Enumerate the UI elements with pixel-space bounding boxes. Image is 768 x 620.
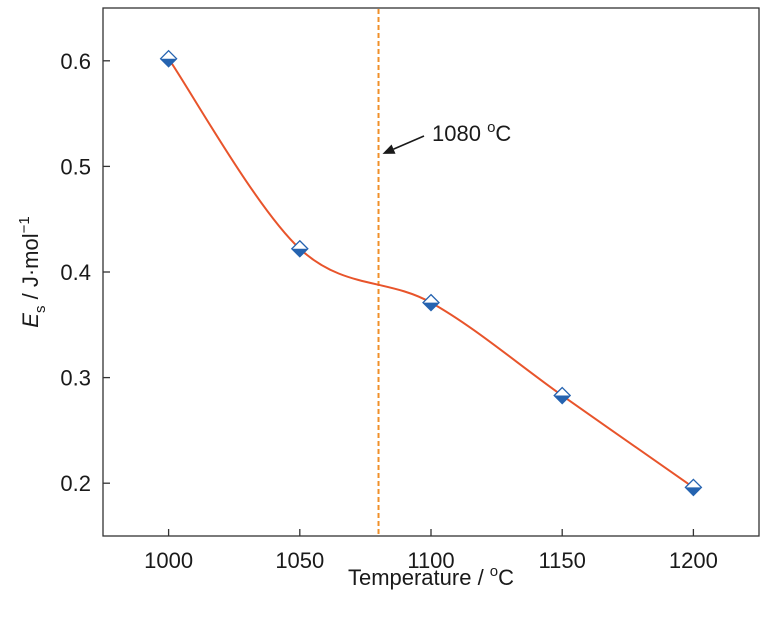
annotation-arrow — [393, 135, 425, 150]
y-tick-label: 0.4 — [60, 260, 91, 285]
x-tick-label: 1100 — [407, 548, 454, 573]
data-point — [290, 239, 309, 258]
series-markers — [159, 49, 703, 497]
data-point — [684, 478, 703, 497]
data-point — [553, 386, 572, 405]
annotation-label: 1080 oC — [432, 119, 511, 146]
x-tick-label: 1050 — [275, 548, 324, 573]
x-axis: 1000 1050 1100 1150 1200 — [144, 529, 718, 573]
annotation: 1080 oC — [382, 119, 511, 154]
y-tick-label: 0.5 — [60, 154, 91, 179]
plot-frame — [102, 7, 760, 537]
series-line — [167, 58, 694, 489]
x-tick-label: 1200 — [669, 548, 718, 573]
y-tick-label: 0.2 — [60, 471, 91, 496]
y-axis-label: Es / J·mol−1 — [16, 216, 49, 327]
y-axis: 0.2 0.3 0.4 0.5 0.6 — [60, 49, 110, 496]
y-tick-label: 0.3 — [60, 366, 91, 391]
x-tick-label: 1150 — [539, 548, 586, 573]
x-tick-label: 1000 — [144, 548, 193, 573]
y-tick-label: 0.6 — [60, 49, 91, 74]
data-point — [422, 293, 440, 312]
data-point — [159, 49, 178, 68]
annotation-arrowhead — [382, 144, 396, 154]
x-axis-label: Temperature / oC — [348, 563, 514, 590]
